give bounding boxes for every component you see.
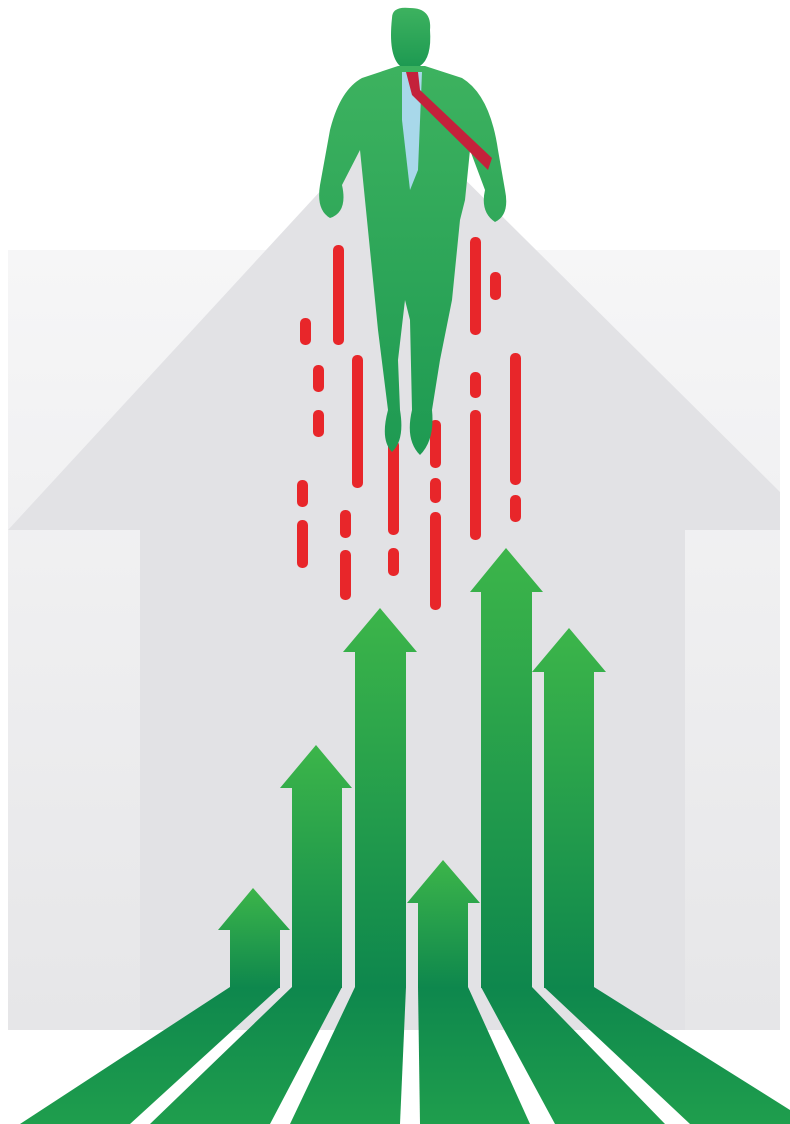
dash xyxy=(340,550,351,600)
arrow xyxy=(343,608,417,988)
dash xyxy=(313,365,324,392)
arrow xyxy=(470,548,543,988)
dash xyxy=(297,480,308,507)
tail xyxy=(150,987,342,1124)
dash xyxy=(300,318,311,345)
dash xyxy=(340,510,351,538)
growth-arrows xyxy=(218,548,606,988)
tail xyxy=(290,987,406,1124)
dash xyxy=(470,237,481,335)
arrow xyxy=(218,888,290,988)
shape xyxy=(391,7,431,66)
dash xyxy=(352,355,363,488)
dash xyxy=(388,440,399,535)
tail xyxy=(418,987,530,1124)
dash xyxy=(470,410,481,540)
tail xyxy=(20,987,280,1124)
dash xyxy=(510,495,521,522)
speed-lines xyxy=(297,237,521,610)
shape xyxy=(406,72,492,170)
dash xyxy=(333,245,344,345)
businessman xyxy=(319,7,507,455)
dash xyxy=(430,420,441,468)
tail xyxy=(544,987,790,1124)
shape xyxy=(319,66,507,455)
dash xyxy=(430,512,441,610)
arrow xyxy=(532,628,606,988)
dash xyxy=(297,520,308,568)
dash xyxy=(313,410,324,437)
dash xyxy=(510,353,521,485)
arrow xyxy=(407,860,480,988)
dash xyxy=(388,548,399,576)
arrow-tails xyxy=(20,987,790,1124)
arrow xyxy=(280,745,352,988)
tail xyxy=(481,987,665,1124)
shape xyxy=(402,72,422,190)
dash xyxy=(470,372,481,398)
dash xyxy=(430,478,441,503)
dash xyxy=(490,272,501,300)
